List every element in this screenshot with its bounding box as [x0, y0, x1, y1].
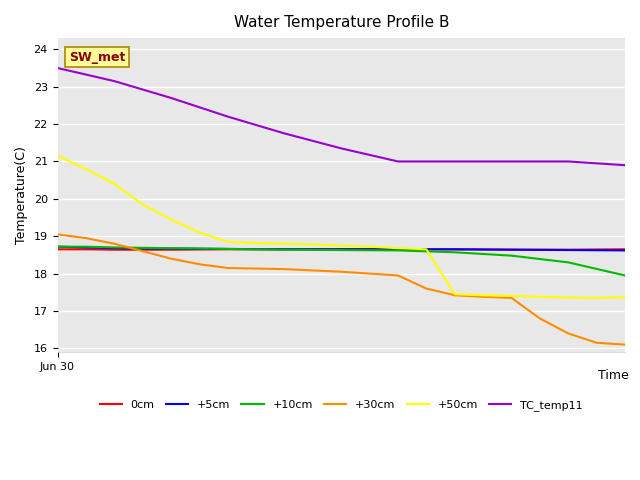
- +50cm: [139, 202, 147, 207]
- TC_temp11: [281, 131, 289, 136]
- TC_temp11: [54, 65, 61, 71]
- +50cm: [366, 244, 374, 250]
- Line: +30cm: +30cm: [58, 234, 625, 345]
- +5cm: [564, 247, 572, 253]
- TC_temp11: [621, 162, 629, 168]
- +50cm: [309, 241, 317, 247]
- +10cm: [224, 246, 232, 252]
- +10cm: [111, 244, 118, 250]
- +10cm: [167, 245, 175, 251]
- +50cm: [281, 241, 289, 247]
- Line: +50cm: +50cm: [58, 156, 625, 298]
- +5cm: [621, 248, 629, 253]
- Text: SW_met: SW_met: [69, 51, 125, 64]
- +5cm: [167, 246, 175, 252]
- +10cm: [564, 260, 572, 265]
- +30cm: [621, 342, 629, 348]
- +5cm: [111, 245, 118, 251]
- +30cm: [337, 269, 345, 275]
- +30cm: [508, 295, 515, 301]
- +5cm: [82, 244, 90, 250]
- Legend: 0cm, +5cm, +10cm, +30cm, +50cm, TC_temp11: 0cm, +5cm, +10cm, +30cm, +50cm, TC_temp1…: [95, 396, 588, 415]
- +10cm: [621, 273, 629, 278]
- +50cm: [621, 294, 629, 300]
- +10cm: [337, 247, 345, 253]
- +30cm: [536, 315, 544, 321]
- +50cm: [337, 243, 345, 249]
- +30cm: [564, 331, 572, 336]
- Y-axis label: Temperature(C): Temperature(C): [15, 146, 28, 244]
- 0cm: [139, 247, 147, 252]
- +10cm: [82, 244, 90, 250]
- +50cm: [82, 166, 90, 172]
- +5cm: [394, 246, 402, 252]
- TC_temp11: [564, 158, 572, 164]
- Line: TC_temp11: TC_temp11: [58, 68, 625, 165]
- 0cm: [564, 247, 572, 252]
- +50cm: [536, 294, 544, 300]
- TC_temp11: [224, 114, 232, 120]
- +5cm: [451, 246, 459, 252]
- +30cm: [451, 292, 459, 298]
- +50cm: [593, 295, 600, 301]
- +30cm: [394, 273, 402, 278]
- +50cm: [422, 246, 430, 252]
- 0cm: [82, 246, 90, 252]
- Line: +5cm: +5cm: [58, 247, 625, 251]
- TC_temp11: [111, 78, 118, 84]
- +50cm: [252, 240, 260, 246]
- TC_temp11: [394, 158, 402, 164]
- 0cm: [111, 247, 118, 252]
- +50cm: [54, 153, 61, 159]
- +50cm: [564, 295, 572, 300]
- +50cm: [167, 216, 175, 222]
- +5cm: [508, 247, 515, 252]
- 0cm: [337, 246, 345, 252]
- TC_temp11: [167, 95, 175, 101]
- +50cm: [196, 229, 204, 235]
- +30cm: [479, 294, 487, 300]
- +30cm: [224, 265, 232, 271]
- 0cm: [281, 246, 289, 252]
- +5cm: [224, 246, 232, 252]
- +50cm: [111, 181, 118, 187]
- 0cm: [224, 246, 232, 252]
- +30cm: [196, 262, 204, 267]
- 0cm: [451, 246, 459, 252]
- X-axis label: Time: Time: [598, 370, 629, 383]
- +10cm: [139, 245, 147, 251]
- +30cm: [82, 235, 90, 241]
- 0cm: [54, 246, 61, 252]
- 0cm: [508, 247, 515, 252]
- TC_temp11: [508, 158, 515, 164]
- +10cm: [54, 244, 61, 250]
- +30cm: [593, 340, 600, 346]
- TC_temp11: [337, 145, 345, 151]
- +5cm: [139, 246, 147, 252]
- +10cm: [508, 253, 515, 259]
- +50cm: [394, 245, 402, 251]
- Line: +10cm: +10cm: [58, 247, 625, 276]
- +5cm: [281, 246, 289, 252]
- +30cm: [167, 256, 175, 262]
- +5cm: [337, 246, 345, 252]
- +50cm: [508, 293, 515, 299]
- 0cm: [394, 246, 402, 252]
- 0cm: [621, 246, 629, 252]
- +5cm: [54, 244, 61, 250]
- +10cm: [394, 248, 402, 253]
- +10cm: [451, 250, 459, 255]
- +30cm: [422, 286, 430, 291]
- +50cm: [224, 239, 232, 245]
- +50cm: [479, 292, 487, 298]
- +30cm: [54, 231, 61, 237]
- 0cm: [167, 247, 175, 252]
- +50cm: [451, 291, 459, 297]
- +30cm: [139, 248, 147, 254]
- +30cm: [111, 241, 118, 247]
- +30cm: [281, 266, 289, 272]
- TC_temp11: [451, 158, 459, 164]
- +10cm: [281, 247, 289, 252]
- Title: Water Temperature Profile B: Water Temperature Profile B: [234, 15, 449, 30]
